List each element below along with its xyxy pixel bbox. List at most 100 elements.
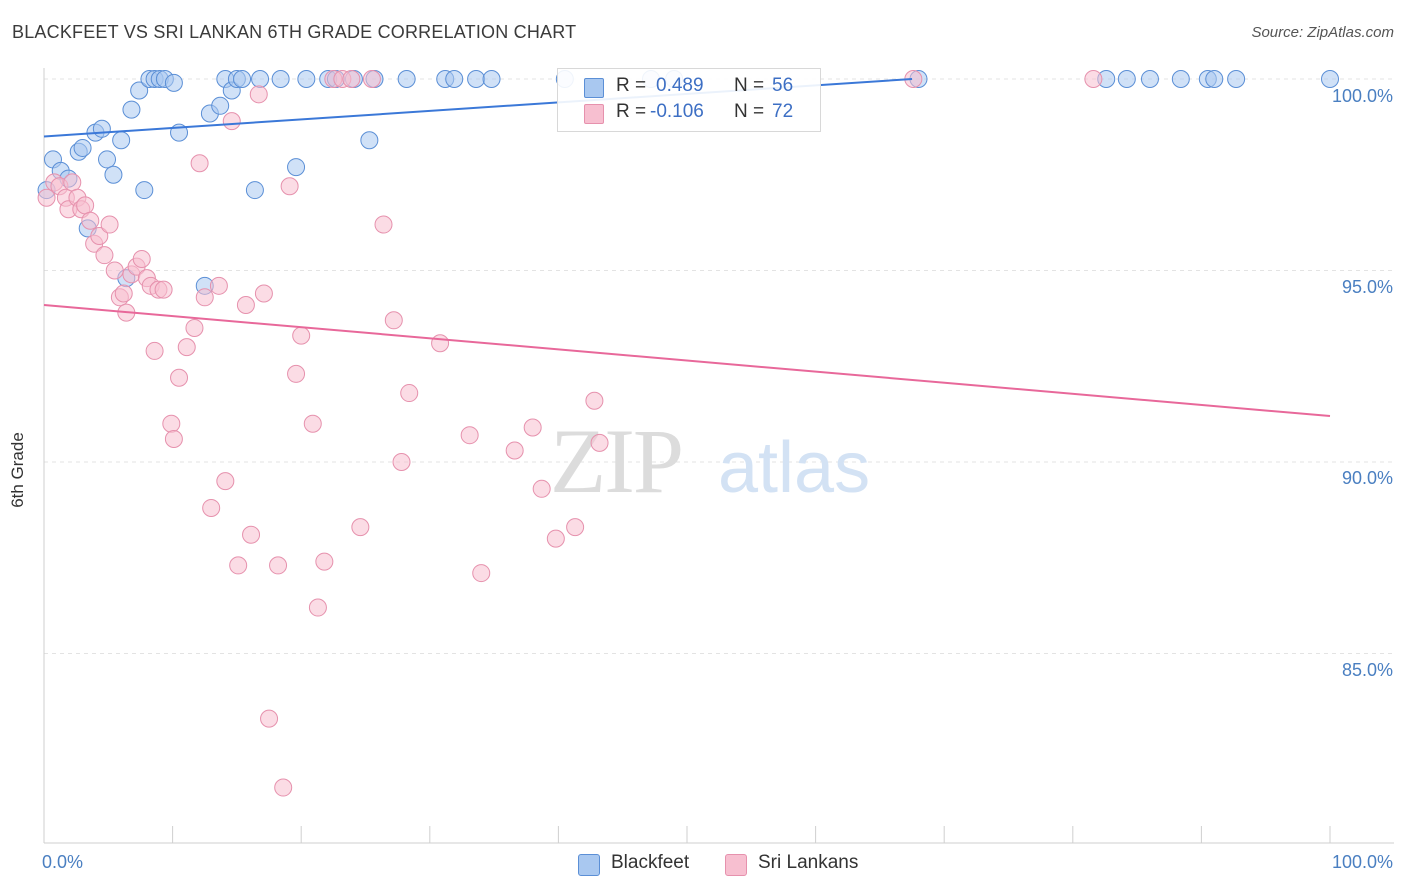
- points: [37, 70, 1339, 797]
- legend-label-blackfeet: Blackfeet: [611, 852, 690, 873]
- n-label: N =: [734, 75, 765, 96]
- x-tick-label-max: 100.0%: [1331, 852, 1393, 872]
- blackfeet-point-30: [251, 70, 270, 88]
- blackfeet-point-42: [467, 70, 486, 88]
- sri-lankans-point-42: [260, 709, 279, 728]
- sri-lankans-point-57: [384, 311, 403, 330]
- blackfeet-point-54: [1227, 70, 1246, 88]
- sri-lankans-point-30: [185, 318, 204, 337]
- sri-lankans-point-59: [400, 384, 419, 403]
- sri-lankans-point-71: [1084, 70, 1103, 88]
- sri-lankans-point-48: [303, 414, 322, 433]
- n-value: 56: [772, 75, 794, 96]
- blackfeet-point-8: [92, 119, 111, 138]
- blackfeet-point-39: [397, 70, 416, 88]
- blackfeet-point-11: [112, 131, 131, 150]
- watermark-atlas: atlas: [718, 428, 870, 508]
- legend-label-sri-lankans: Sri Lankans: [758, 852, 859, 873]
- sri-lankans-swatch: [584, 104, 604, 124]
- sri-lankans-point-49: [308, 598, 327, 617]
- sri-lankans-point-0: [37, 188, 56, 207]
- sri-lankans-point-12: [95, 246, 114, 265]
- series-legend: Blackfeet Sri Lankans: [0, 852, 1406, 878]
- sri-lankans-point-36: [222, 112, 241, 131]
- sri-lankans-point-54: [351, 518, 370, 537]
- sri-lankans-point-31: [190, 154, 209, 173]
- sri-lankans-point-37: [229, 556, 248, 575]
- sri-lankans-point-64: [523, 418, 542, 437]
- blackfeet-point-43: [482, 70, 501, 88]
- y-tick-label-95: 95.0%: [1341, 277, 1393, 297]
- r-label: R =: [616, 101, 647, 122]
- blackfeet-point-51: [1171, 70, 1190, 88]
- blackfeet-point-24: [211, 96, 230, 115]
- blackfeet-point-37: [360, 131, 379, 150]
- sri-lankans-point-9: [81, 211, 100, 230]
- sri-lankans-point-8: [76, 196, 95, 215]
- sri-lankans-point-14: [105, 261, 124, 280]
- blackfeet-point-20: [164, 73, 183, 92]
- sri-lankans-point-16: [114, 284, 133, 303]
- sri-lankans-point-27: [164, 430, 183, 449]
- blackfeet-point-5: [73, 138, 92, 157]
- blackfeet-point-28: [233, 70, 252, 88]
- sri-lankans-point-34: [209, 276, 228, 295]
- sri-lankans-point-62: [472, 564, 491, 583]
- sri-lankans-point-60: [431, 334, 450, 353]
- blackfeet-point-41: [445, 70, 464, 88]
- x-tick-label-min: 0.0%: [42, 852, 84, 872]
- n-value: 72: [772, 101, 794, 122]
- blackfeet-point-50: [1140, 70, 1159, 88]
- sri-lankans-point-67: [566, 518, 585, 537]
- blackfeet-point-29: [245, 181, 264, 200]
- blackfeet-point-15: [135, 181, 154, 200]
- blackfeet-legend-swatch: [578, 854, 600, 876]
- r-label: R =: [616, 75, 647, 96]
- sri-lankans-point-33: [202, 498, 221, 517]
- sri-lankans-point-23: [145, 341, 164, 360]
- blackfeet-point-13: [122, 100, 141, 119]
- sri-lankans-point-11: [90, 227, 109, 246]
- sri-lankans-point-5: [63, 173, 82, 192]
- blackfeet-point-55: [1321, 70, 1339, 88]
- sri-lankans-point-38: [236, 295, 255, 314]
- sri-lankans-point-40: [249, 85, 268, 104]
- blackfeet-point-33: [297, 70, 316, 88]
- sri-lankans-point-41: [254, 284, 273, 303]
- sri-lankans-point-26: [162, 414, 181, 433]
- blackfeet-point-31: [271, 70, 290, 88]
- blackfeet-point-32: [287, 158, 306, 177]
- blackfeet-point-53: [1205, 70, 1224, 88]
- blackfeet-point-9: [98, 150, 117, 169]
- sri-lankans-point-53: [342, 70, 361, 88]
- chart-title: BLACKFEET VS SRI LANKAN 6TH GRADE CORREL…: [12, 22, 577, 42]
- blackfeet-point-49: [1117, 70, 1136, 88]
- source-label: Source: ZipAtlas.com: [1251, 24, 1394, 41]
- n-label: N =: [734, 101, 765, 122]
- watermark-zip: ZIP: [550, 410, 682, 512]
- sri-lankans-point-35: [216, 472, 235, 491]
- sri-lankans-point-58: [392, 453, 411, 471]
- sri-lankans-point-29: [177, 338, 196, 357]
- sri-lankans-point-68: [585, 391, 604, 410]
- sri-lankans-point-45: [280, 177, 299, 196]
- y-tick-label-100: 100.0%: [1331, 86, 1393, 106]
- sri-lankans-point-43: [269, 556, 288, 575]
- sri-lankans-point-13: [100, 215, 119, 234]
- watermark: ZIP atlas: [550, 410, 870, 512]
- sri-lankans-point-20: [132, 250, 151, 269]
- sri-lankans-point-44: [274, 778, 293, 797]
- sri-lankans-point-28: [170, 368, 189, 387]
- sri-lankans-point-63: [505, 441, 524, 460]
- sri-lankans-point-47: [292, 326, 311, 345]
- r-value: -0.106: [650, 101, 704, 122]
- sri-lankans-point-61: [460, 426, 479, 445]
- stats-legend: R = 0.489 N = 56 R = -0.106 N = 72: [557, 68, 821, 132]
- blackfeet-swatch: [584, 78, 604, 98]
- sri-lankans-point-46: [287, 364, 306, 383]
- sri-lankans-point-50: [315, 552, 334, 571]
- sri-lankans-point-25: [154, 280, 173, 299]
- y-tick-label-90: 90.0%: [1341, 468, 1393, 488]
- blackfeet-point-14: [130, 81, 149, 100]
